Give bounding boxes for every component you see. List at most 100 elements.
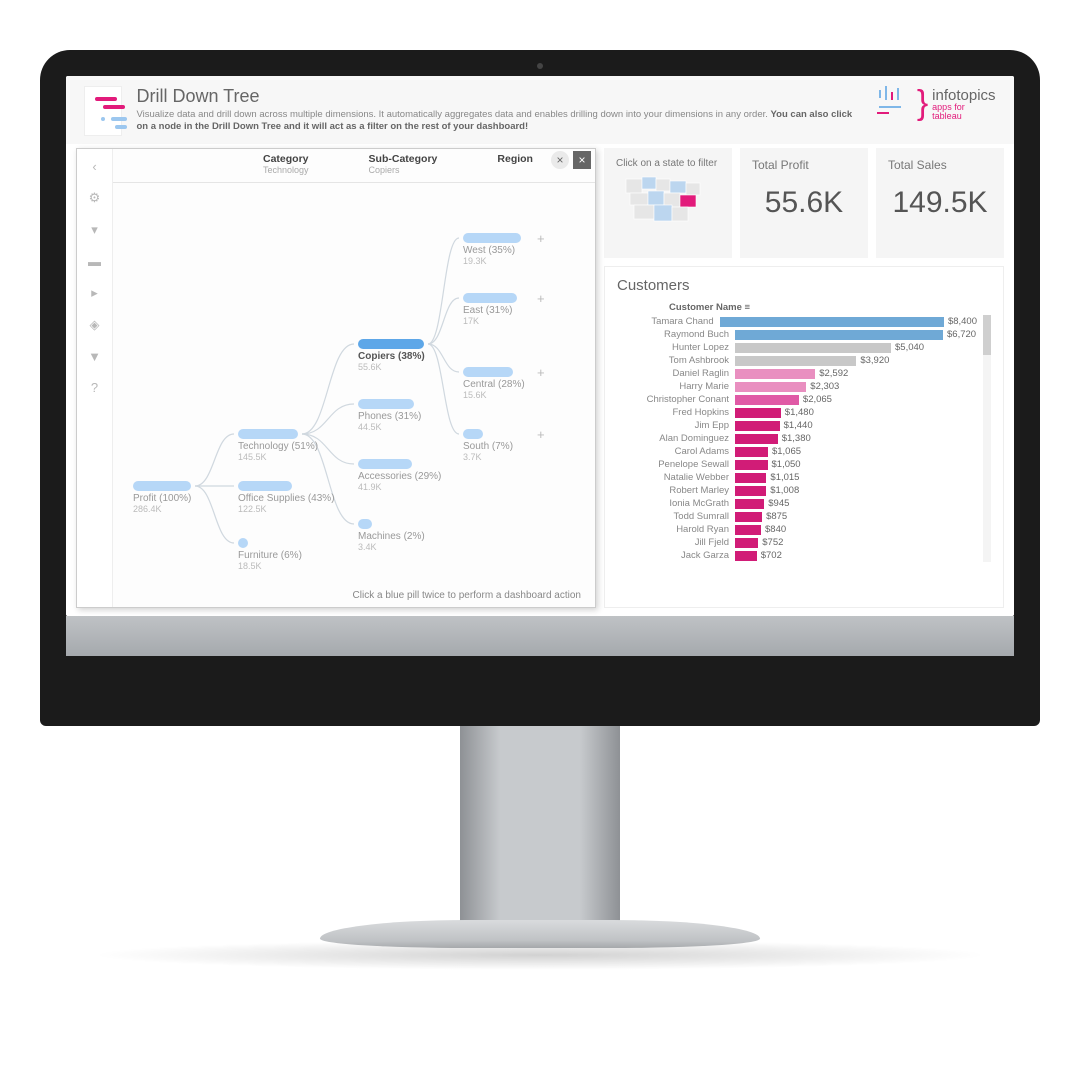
customer-row[interactable]: Jack Garza$702 (617, 549, 977, 562)
close-button[interactable]: × (573, 151, 591, 169)
customer-name: Jill Fjeld (617, 537, 735, 548)
breadcrumb-category[interactable]: CategoryTechnology (263, 153, 309, 176)
tree-canvas[interactable]: Profit (100%)286.4K Technology (51%)145.5… (113, 183, 595, 563)
tree-breadcrumb: CategoryTechnology Sub-CategoryCopiers R… (113, 149, 595, 183)
profit-label: Total Profit (752, 158, 856, 172)
customer-name: Jack Garza (617, 550, 735, 561)
map-filter-card[interactable]: Click on a state to filter (604, 148, 732, 258)
tree-node[interactable]: Profit (100%)286.4K (133, 481, 191, 514)
expand-icon[interactable]: + (537, 365, 545, 380)
customer-row[interactable]: Hunter Lopez $5,040 (617, 341, 977, 354)
total-sales-card: Total Sales 149.5K (876, 148, 1004, 258)
customer-row[interactable]: Todd Sumrall$875 (617, 510, 977, 523)
scrollbar-track[interactable] (983, 315, 991, 562)
brand-name: infotopics (932, 88, 996, 103)
customer-row[interactable]: Jill Fjeld $752 (617, 536, 977, 549)
customer-bar (735, 421, 780, 431)
tree-node[interactable]: Machines (2%)3.4K (358, 519, 425, 552)
breadcrumb-region[interactable]: Region (497, 153, 533, 176)
customer-value: $1,015 (770, 472, 799, 483)
sales-label: Total Sales (888, 158, 992, 172)
expand-icon[interactable]: + (537, 231, 545, 246)
customer-name: Hunter Lopez (617, 342, 735, 353)
monitor-bezel: Drill Down Tree Visualize data and drill… (40, 50, 1040, 726)
customer-name: Ionia McGrath (617, 498, 735, 509)
breadcrumb-subcategory[interactable]: Sub-CategoryCopiers (369, 153, 438, 176)
layers-icon[interactable]: ◈ (90, 317, 100, 333)
paint-icon[interactable]: ▾ (91, 222, 98, 238)
customer-bar (735, 395, 799, 405)
collapse-button[interactable]: × (551, 151, 569, 169)
tag-icon[interactable]: ▬ (88, 254, 101, 269)
customer-row[interactable]: Tamara Chand$8,400 (617, 315, 977, 328)
monitor-chin (66, 616, 1014, 656)
customer-row[interactable]: Natalie Webber $1,015 (617, 471, 977, 484)
customer-row[interactable]: Harold Ryan$840 (617, 523, 977, 536)
dashboard-screen: Drill Down Tree Visualize data and drill… (66, 76, 1014, 616)
tree-node[interactable]: Technology (51%)145.5K (238, 429, 318, 462)
customer-row[interactable]: Penelope Sewall$1,050 (617, 458, 977, 471)
brace-icon: } (917, 92, 928, 116)
customers-column-header[interactable]: Customer Name ≡ (669, 302, 991, 313)
customer-value: $2,303 (810, 381, 839, 392)
customer-bar (735, 538, 758, 548)
customer-name: Natalie Webber (617, 472, 735, 483)
us-map-icon (620, 173, 716, 231)
expand-icon[interactable]: + (537, 291, 545, 306)
customers-bar-chart[interactable]: Tamara Chand$8,400Raymond Buch$6,720Hunt… (617, 315, 991, 562)
customer-value: $1,065 (772, 446, 801, 457)
tree-node[interactable]: South (7%)3.7K (463, 429, 513, 462)
customer-row[interactable]: Ionia McGrath$945 (617, 497, 977, 510)
filter-icon[interactable]: ▼ (88, 349, 101, 364)
gear-icon[interactable]: ⚙ (89, 190, 101, 206)
customer-value: $1,440 (784, 420, 813, 431)
customer-value: $1,008 (770, 485, 799, 496)
customer-row[interactable]: Robert Marley $1,008 (617, 484, 977, 497)
customer-row[interactable]: Alan Dominguez$1,380 (617, 432, 977, 445)
customer-row[interactable]: Carol Adams $1,065 (617, 445, 977, 458)
customer-bar (735, 460, 768, 470)
customer-bar (735, 525, 761, 535)
customer-name: Carol Adams (617, 446, 735, 457)
profit-value: 55.6K (752, 186, 856, 220)
customer-name: Robert Marley (617, 485, 735, 496)
scrollbar-thumb[interactable] (983, 315, 991, 355)
tree-node[interactable]: East (31%)17K (463, 293, 517, 326)
customer-value: $875 (766, 511, 787, 522)
customer-bar (735, 356, 856, 366)
tree-node[interactable]: Central (28%)15.6K (463, 367, 525, 400)
customer-bar (735, 434, 778, 444)
tree-node[interactable]: Office Supplies (43%)122.5K (238, 481, 335, 514)
monitor-mockup: Drill Down Tree Visualize data and drill… (40, 50, 1040, 970)
tree-node[interactable]: West (35%)19.3K (463, 233, 521, 266)
customer-row[interactable]: Harry Marie$2,303 (617, 380, 977, 393)
customer-row[interactable]: Tom Ashbrook$3,920 (617, 354, 977, 367)
customer-row[interactable]: Jim Epp$1,440 (617, 419, 977, 432)
customer-bar (735, 551, 757, 561)
customer-name: Tamara Chand (617, 316, 720, 327)
customer-row[interactable]: Fred Hopkins$1,480 (617, 406, 977, 419)
customer-name: Harold Ryan (617, 524, 735, 535)
help-icon[interactable]: ? (91, 380, 98, 395)
customer-bar (735, 369, 815, 379)
sales-value: 149.5K (888, 186, 992, 220)
play-icon[interactable]: ▸ (91, 285, 98, 301)
customer-value: $6,720 (947, 329, 976, 340)
customer-value: $752 (762, 537, 783, 548)
customer-bar (735, 330, 943, 340)
tree-node[interactable]: Copiers (38%)55.6K (358, 339, 425, 372)
customer-row[interactable]: Raymond Buch$6,720 (617, 328, 977, 341)
tree-node[interactable]: Accessories (29%)41.9K (358, 459, 441, 492)
tree-node[interactable]: Phones (31%)44.5K (358, 399, 421, 432)
customer-row[interactable]: Daniel Raglin$2,592 (617, 367, 977, 380)
tree-node[interactable]: Furniture (6%)18.5K (238, 538, 302, 571)
back-icon[interactable]: ‹ (92, 159, 96, 174)
customer-name: Tom Ashbrook (617, 355, 735, 366)
kpi-row: Click on a state to filter (604, 148, 1004, 258)
expand-icon[interactable]: + (537, 427, 545, 442)
customer-row[interactable]: Christopher Conant$2,065 (617, 393, 977, 406)
page-title: Drill Down Tree (136, 86, 859, 107)
customer-value: $5,040 (895, 342, 924, 353)
customer-bar (735, 447, 768, 457)
customer-bar (735, 486, 766, 496)
